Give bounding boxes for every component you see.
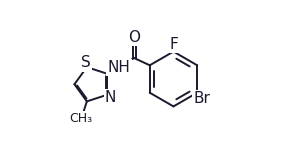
Text: Br: Br: [193, 91, 210, 106]
Text: CH₃: CH₃: [70, 112, 93, 125]
Text: NH: NH: [108, 60, 130, 75]
Text: S: S: [81, 55, 90, 70]
Text: F: F: [169, 37, 178, 52]
Text: N: N: [105, 90, 116, 105]
Text: O: O: [128, 30, 140, 45]
